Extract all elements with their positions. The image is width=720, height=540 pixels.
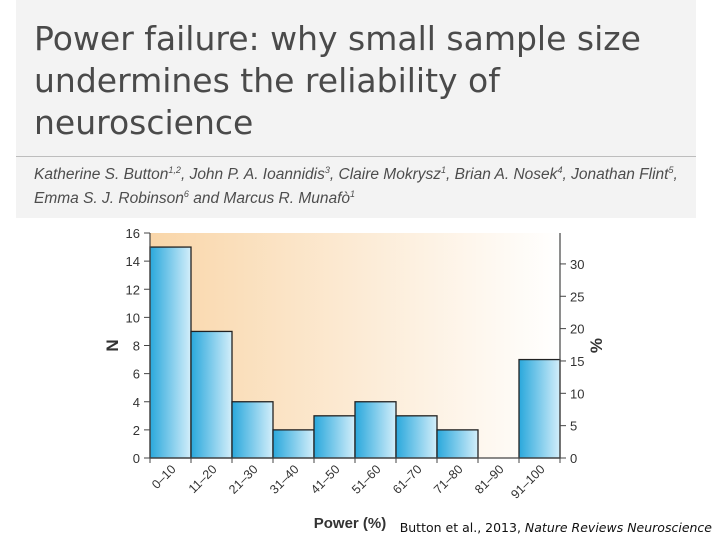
author-separator: ,	[329, 166, 339, 183]
y-tick-label: 8	[133, 339, 140, 354]
author-affiliation: 5	[668, 164, 674, 175]
author-list: Katherine S. Button1,2, John P. A. Ioann…	[34, 163, 684, 211]
histogram-bar	[436, 429, 479, 459]
y2-tick-label: 0	[570, 451, 577, 466]
power-histogram-chart: 0 2 4 6 8 10 12 14 16 0 5 10 15 20 25 30 0–10 11–20 21–30 3…	[103, 226, 606, 532]
histogram-bar	[190, 330, 233, 459]
author-separator: ,	[180, 166, 190, 183]
author-separator: ,	[446, 166, 455, 183]
x-tick-label: 71–80	[431, 462, 466, 497]
y2-axis-title: %	[587, 338, 606, 353]
author-entry: Marcus R. Munafò1	[223, 188, 356, 207]
citation-journal: Nature Reviews Neuroscience	[524, 520, 712, 535]
author-entry: Brian A. Nosek4	[454, 164, 563, 183]
x-tick-label: 11–20	[186, 462, 220, 496]
y2-tick-label: 10	[570, 386, 584, 401]
author-affiliation: 1	[350, 188, 356, 199]
author-separator: and	[188, 190, 224, 207]
author-entry: Claire Mokrysz1	[338, 164, 447, 183]
histogram-bar	[395, 415, 438, 459]
paper-header-panel	[16, 0, 696, 218]
histogram-bar	[149, 246, 192, 459]
y-tick-label: 10	[126, 310, 140, 325]
y2-tick-label: 5	[570, 419, 577, 434]
x-tick-label: 51–60	[349, 462, 384, 497]
author-separator: ,	[562, 166, 572, 183]
author-entry: John P. A. Ioannidis3	[189, 164, 330, 183]
x-tick-label: 41–50	[308, 462, 343, 497]
histogram-bar	[231, 401, 274, 459]
y-tick-label: 6	[133, 367, 140, 382]
x-tick-label: 31–40	[267, 462, 302, 497]
author-name: Emma S. J. Robinson	[34, 190, 184, 207]
author-affiliation: 6	[183, 188, 189, 199]
y2-tick-label: 20	[570, 322, 584, 337]
author-name: Brian A. Nosek	[454, 166, 558, 183]
author-name: Jonathan Flint	[571, 166, 669, 183]
x-axis-title: Power (%)	[314, 515, 387, 532]
y2-tick-label: 15	[570, 354, 584, 369]
author-name: John P. A. Ioannidis	[189, 166, 325, 183]
y-tick-label: 16	[126, 226, 140, 241]
author-name: Marcus R. Munafò	[223, 190, 351, 207]
author-affiliation: 4	[557, 164, 563, 175]
histogram-bar	[354, 401, 397, 459]
x-tick-label: 0–10	[149, 462, 179, 492]
y2-tick-label: 30	[570, 257, 584, 272]
y-tick-label: 4	[133, 395, 140, 410]
x-tick-label: 91–100	[508, 462, 547, 501]
citation-prefix: Button et al., 2013,	[399, 520, 525, 535]
histogram-bar	[272, 429, 315, 459]
author-affiliation: 3	[324, 164, 330, 175]
y-tick-label: 14	[126, 254, 140, 269]
author-name: Claire Mokrysz	[338, 166, 441, 183]
author-entry: Emma S. J. Robinson6	[34, 188, 189, 207]
citation: Button et al., 2013, Nature Reviews Neur…	[400, 520, 712, 535]
author-separator: ,	[673, 166, 678, 183]
author-entry: Katherine S. Button1,2	[34, 164, 181, 183]
author-affiliation: 1,2	[168, 164, 181, 175]
paper-title: Power failure: why small sample size und…	[34, 19, 641, 142]
x-tick-label: 61–70	[390, 462, 425, 497]
author-name: Katherine S. Button	[34, 166, 169, 183]
y-tick-label: 12	[126, 282, 140, 297]
y-tick-label: 2	[133, 423, 140, 438]
histogram-bar	[518, 358, 561, 459]
title-divider	[16, 156, 696, 157]
author-entry: Jonathan Flint5	[571, 164, 674, 183]
x-tick-label: 81–90	[472, 462, 507, 497]
x-tick-label: 21–30	[226, 462, 261, 497]
y2-tick-label: 25	[570, 289, 584, 304]
y-axis-title: N	[103, 339, 122, 351]
histogram-bar	[313, 415, 356, 459]
y-tick-label: 0	[133, 451, 140, 466]
author-affiliation: 1	[440, 164, 446, 175]
